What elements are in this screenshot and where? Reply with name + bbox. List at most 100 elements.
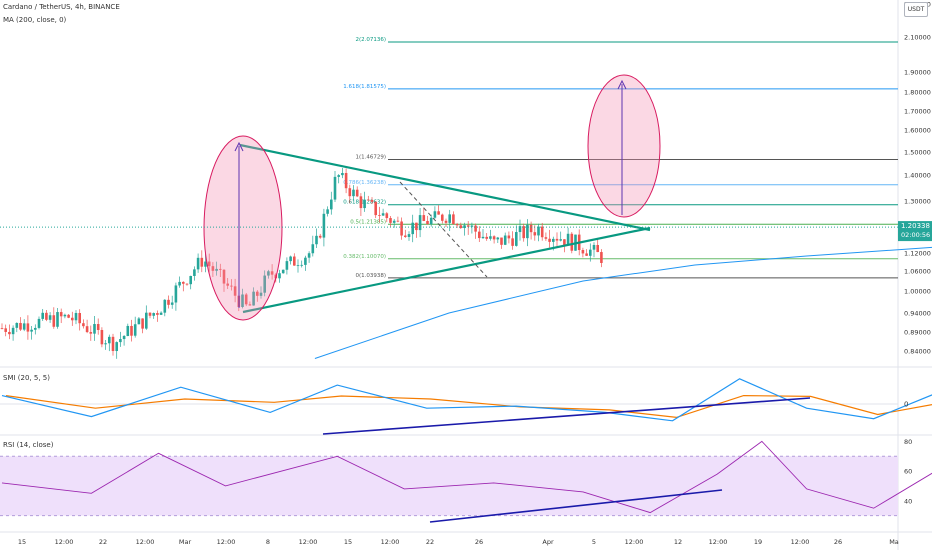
time-tick-label: Ma — [889, 538, 899, 546]
highlight-ellipse-left[interactable] — [203, 135, 283, 321]
candle-body — [318, 235, 322, 238]
candle-body — [174, 285, 178, 303]
time-axis[interactable]: 15 12:00 22 12:00 Mar 12:00 8 12:00 15 12:00 22 26 A… — [18, 538, 899, 546]
candle-body — [233, 286, 237, 296]
candle-body — [404, 235, 407, 237]
candle-body — [115, 342, 118, 352]
candle-body — [378, 215, 381, 216]
candle-body — [337, 175, 340, 177]
ma-indicator-title[interactable]: MA (200, close, 0) — [3, 16, 67, 24]
candle-body — [422, 215, 426, 221]
candle-body — [581, 250, 585, 254]
candle-body — [511, 238, 514, 246]
ma200-line — [314, 246, 932, 359]
price-tick-label: 1.40000 — [904, 172, 931, 180]
currency-selector[interactable]: USDT — [904, 2, 928, 17]
candle-body — [341, 172, 344, 176]
candle-body — [48, 315, 52, 320]
rsi-tick-label: 60 — [904, 468, 912, 476]
candle-body — [85, 326, 89, 333]
price-tick-label: 0.89000 — [904, 329, 931, 337]
candle-body — [133, 324, 137, 336]
candle-body — [193, 269, 196, 276]
rsi-indicator-title[interactable]: RSI (14, close) — [3, 441, 54, 449]
price-tick-label: 0.94000 — [904, 310, 931, 318]
time-tick-label: 26 — [834, 538, 842, 546]
candle-body — [248, 304, 252, 306]
candle-body — [333, 176, 337, 200]
candle-body — [304, 257, 307, 265]
price-tick-label: 1.60000 — [904, 127, 931, 135]
candle-body — [67, 314, 70, 318]
candle-body — [585, 253, 588, 256]
candle-body — [56, 312, 59, 327]
candle-body — [348, 188, 352, 197]
price-tick-label: 1.50000 — [904, 149, 931, 157]
candle-body — [163, 299, 167, 313]
time-tick-label: 22 — [426, 538, 434, 546]
symbol-title[interactable]: Cardano / TetherUS, 4h, BINANCE — [3, 3, 120, 11]
candle-body — [89, 332, 93, 334]
candle-body — [400, 221, 403, 236]
price-tick-label: 1.70000 — [904, 108, 931, 116]
candle-body — [34, 327, 37, 330]
candle-body — [526, 224, 529, 239]
arrow-head-icon — [234, 141, 244, 152]
candle-body — [533, 232, 537, 236]
candle-body — [207, 261, 211, 267]
candle-body — [552, 238, 555, 242]
time-tick-label: 12:00 — [791, 538, 810, 546]
candle-body — [104, 343, 107, 345]
candle-body — [518, 226, 522, 233]
candle-body — [507, 235, 511, 239]
candle-body — [152, 313, 155, 316]
candle-countdown: 02:00:56 — [901, 231, 930, 239]
highlight-ellipse-right[interactable] — [587, 74, 661, 218]
time-tick-label: 12:00 — [299, 538, 318, 546]
rsi-tick-label: 80 — [904, 438, 912, 446]
candle-body — [326, 209, 329, 214]
candle-body — [278, 273, 281, 279]
candle-body — [226, 283, 229, 286]
candle-body — [26, 323, 30, 332]
price-axis[interactable]: 2.200002.100001.900001.800001.700001.600… — [904, 1, 931, 356]
candle-body — [563, 239, 566, 246]
candle-body — [252, 291, 255, 306]
rsi-divergence-trendline[interactable] — [429, 489, 723, 523]
candle-body — [566, 233, 570, 246]
candle-body — [522, 226, 525, 239]
candle-body — [122, 335, 126, 340]
fib-level-label: 2(2.07136) — [355, 37, 386, 43]
triangle-lower-line[interactable] — [242, 226, 651, 314]
candle-body — [311, 244, 315, 254]
candle-body — [307, 253, 311, 258]
candle-body — [0, 328, 4, 329]
candle-body — [37, 318, 41, 328]
candle-body — [30, 329, 33, 332]
candle-body — [4, 328, 7, 332]
candle-body — [170, 302, 174, 305]
candle-body — [478, 231, 481, 239]
candle-body — [96, 324, 100, 330]
candle-body — [444, 220, 448, 223]
candle-body — [463, 225, 466, 229]
candle-body — [270, 271, 274, 275]
candle-body — [196, 257, 200, 270]
smi-indicator-title[interactable]: SMI (20, 5, 5) — [3, 374, 50, 382]
candle-body — [204, 261, 207, 267]
fib-level-label: 1.618(1.81575) — [343, 84, 386, 90]
candle-body — [300, 264, 303, 266]
candle-body — [600, 252, 603, 263]
candle-body — [63, 314, 67, 317]
candle-body — [367, 199, 370, 201]
candle-body — [289, 256, 292, 262]
candle-body — [492, 236, 496, 240]
candle-body — [485, 236, 488, 239]
dashed-trendline[interactable] — [399, 181, 488, 278]
triangle-upper-line[interactable] — [239, 143, 651, 232]
smi-divergence-trendline[interactable] — [322, 397, 811, 435]
candle-body — [437, 211, 440, 215]
candle-body — [52, 315, 56, 327]
candle-body — [474, 225, 477, 232]
